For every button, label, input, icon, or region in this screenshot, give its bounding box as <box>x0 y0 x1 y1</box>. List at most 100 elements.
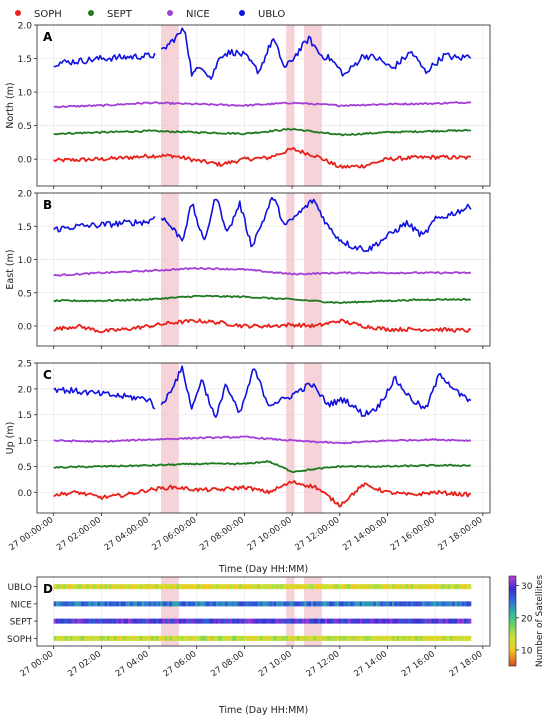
series-group <box>53 27 472 169</box>
heat-cell <box>334 618 337 624</box>
heat-cell <box>225 618 228 624</box>
legend-marker-soph <box>15 10 21 16</box>
heat-cell <box>269 635 272 641</box>
heat-cell <box>287 618 291 624</box>
heat-cell <box>306 635 309 641</box>
heat-cell <box>234 601 238 607</box>
heat-cell <box>125 635 129 641</box>
heat-cell <box>123 584 126 590</box>
heat-cell <box>229 618 233 624</box>
heat-cell <box>327 618 330 624</box>
heat-cell <box>443 601 446 607</box>
heat-cell <box>176 635 180 641</box>
heat-cell <box>436 635 439 641</box>
heat-cell <box>190 635 194 641</box>
heat-cell <box>394 618 398 624</box>
heat-cell <box>248 601 252 607</box>
heat-cell <box>431 618 435 624</box>
heat-cell <box>394 584 398 590</box>
heat-cell <box>313 584 316 590</box>
heat-cell <box>160 601 163 607</box>
heat-cell <box>445 618 449 624</box>
y-tick-label: 0.5 <box>18 122 32 132</box>
heat-cell <box>306 584 309 590</box>
heat-cell <box>294 601 298 607</box>
heat-cell <box>222 618 226 624</box>
heat-cell <box>389 618 393 624</box>
heat-cell <box>79 618 82 624</box>
heat-cell <box>433 601 437 607</box>
heat-cell <box>348 601 351 607</box>
heat-cell <box>120 601 124 607</box>
heat-cell <box>130 584 133 590</box>
heat-cell <box>171 601 175 607</box>
heat-cell <box>137 635 140 641</box>
heat-cell <box>387 635 391 641</box>
heat-cell <box>266 618 270 624</box>
heat-cell <box>160 584 163 590</box>
heat-cell <box>141 601 145 607</box>
heat-cell <box>88 618 92 624</box>
heat-cell <box>69 601 73 607</box>
heat-cell <box>197 635 201 641</box>
y-tick-label: 1.0 <box>18 437 33 447</box>
heat-cell <box>373 618 377 624</box>
heat-cell <box>452 635 456 641</box>
heat-cell <box>350 618 354 624</box>
heat-cell <box>178 618 182 624</box>
heat-cell <box>227 618 231 624</box>
heat-cell <box>192 635 196 641</box>
heat-cell <box>290 584 293 590</box>
heat-cell <box>304 601 307 607</box>
heat-cell <box>429 601 432 607</box>
heat-cell <box>450 601 453 607</box>
heat-cell <box>209 601 212 607</box>
heat-cell <box>169 618 173 624</box>
heat-cell <box>162 601 166 607</box>
heat-cell <box>107 601 110 607</box>
y-tick-label: 1.5 <box>18 55 32 65</box>
heat-cell <box>192 584 196 590</box>
heat-cell <box>190 601 194 607</box>
heat-cell <box>431 584 435 590</box>
heat-cell <box>148 635 152 641</box>
heat-cell <box>137 584 140 590</box>
heat-cell <box>236 601 240 607</box>
heat-cell <box>134 635 138 641</box>
heat-cell <box>158 635 161 641</box>
heat-cell <box>195 601 198 607</box>
heat-cell <box>100 601 103 607</box>
heat-cell <box>206 618 210 624</box>
heat-cell <box>76 601 80 607</box>
heat-cell <box>357 635 360 641</box>
heat-cell <box>343 584 347 590</box>
heat-cell <box>299 635 303 641</box>
heat-cell <box>297 618 300 624</box>
x-tick-label: 27 10:00 <box>257 649 294 679</box>
heat-cell <box>153 601 157 607</box>
heat-cell <box>459 601 462 607</box>
heat-cell <box>218 584 221 590</box>
heat-cell <box>139 601 143 607</box>
heat-cell <box>348 618 351 624</box>
heat-cell <box>141 584 145 590</box>
heat-cell <box>176 584 180 590</box>
colorbar-tick-label: 20 <box>521 614 533 624</box>
series-line-ublo <box>53 365 472 418</box>
heat-cell <box>364 584 367 590</box>
heat-cell <box>195 635 198 641</box>
heat-cell <box>350 601 354 607</box>
heat-cell <box>338 601 342 607</box>
heat-cell <box>102 584 106 590</box>
heat-cell <box>399 601 402 607</box>
y-tick-label: 1.5 <box>18 411 32 421</box>
heat-cell <box>269 601 272 607</box>
heat-cell <box>116 601 119 607</box>
heat-cell <box>459 584 462 590</box>
heat-cell <box>195 618 198 624</box>
heat-cell <box>468 618 472 624</box>
heat-cell <box>225 601 228 607</box>
panel-A: 0.0 0.5 1.0 1.5 2.0 A North (m) <box>5 22 491 189</box>
heat-cell <box>445 635 449 641</box>
heat-cell <box>445 584 449 590</box>
